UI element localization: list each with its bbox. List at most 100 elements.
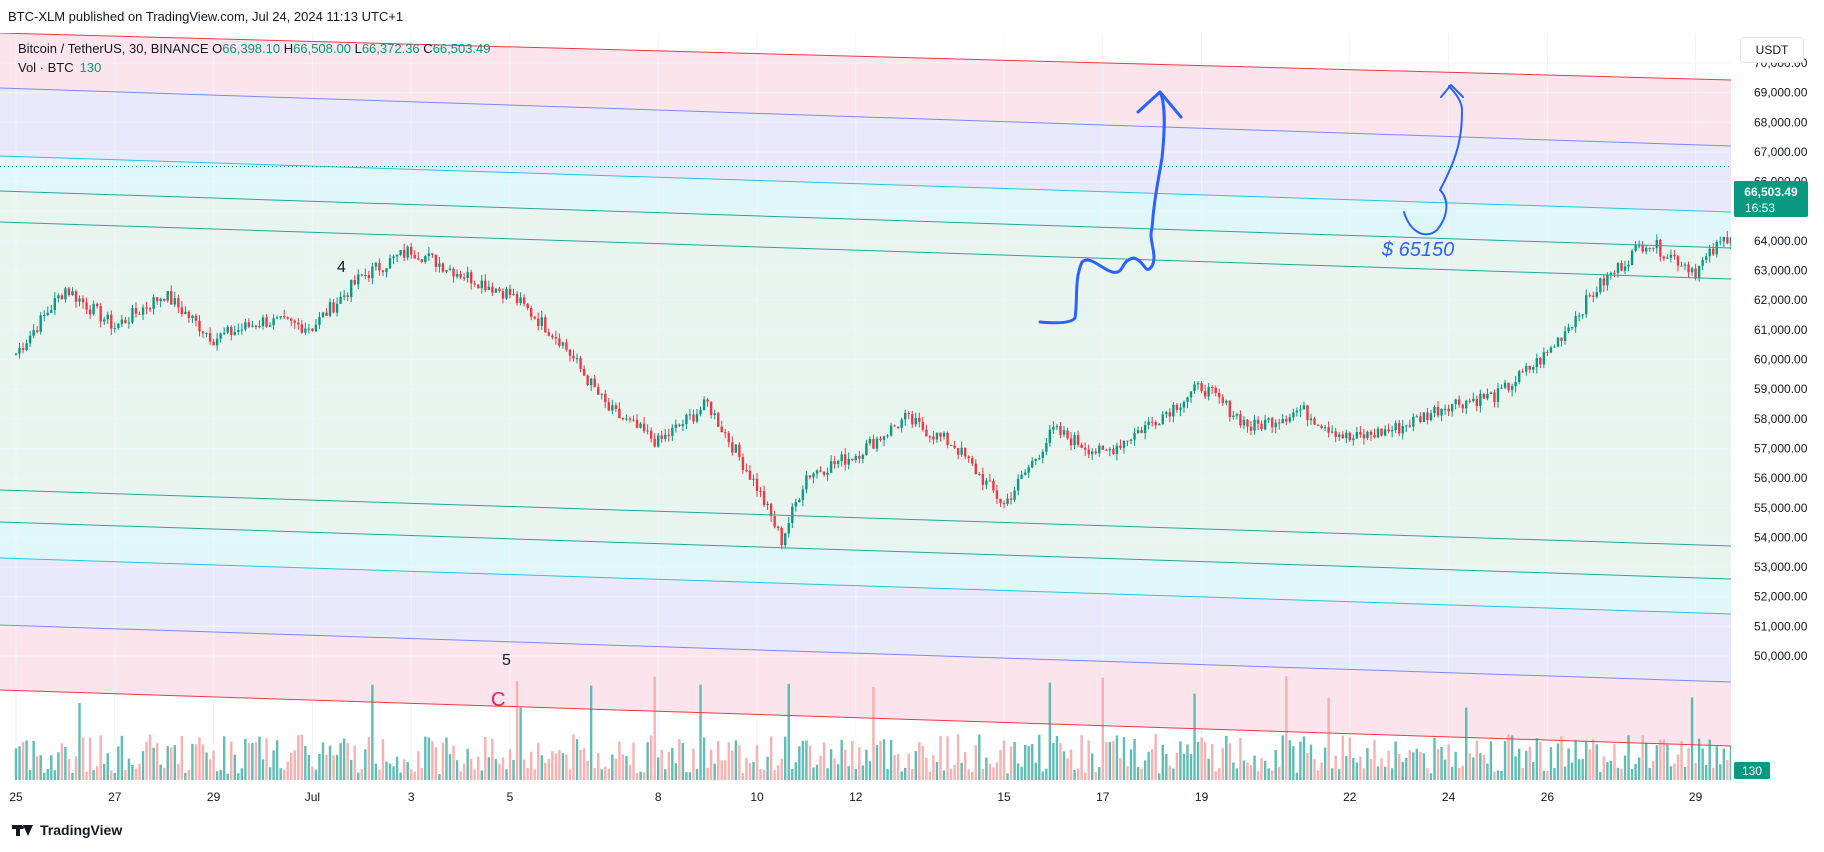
volume-bar — [985, 757, 988, 780]
volume-bar — [621, 754, 625, 780]
volume-bar — [1253, 755, 1256, 780]
volume-bar — [1680, 741, 1683, 780]
volume-bar — [1295, 772, 1299, 780]
volume-bar — [582, 748, 586, 780]
volume-bar — [64, 746, 67, 780]
volume-bar — [1091, 753, 1094, 780]
candle-body — [1108, 449, 1112, 451]
volume-bar — [282, 769, 286, 780]
volume-bar — [367, 736, 371, 780]
candle-body — [286, 317, 289, 319]
volume-bar — [1115, 735, 1119, 780]
candle-body — [1278, 422, 1281, 424]
candle-body — [1330, 431, 1334, 433]
candle-body — [491, 286, 494, 293]
candle-body — [469, 272, 473, 284]
candle-body — [1203, 391, 1207, 397]
volume-bar — [748, 763, 752, 780]
candle-body — [1599, 278, 1602, 293]
candle-body — [427, 253, 431, 257]
candle-body — [529, 308, 533, 317]
candle-body — [635, 420, 639, 428]
candle-body — [353, 280, 356, 285]
volume-bar — [191, 743, 194, 780]
time-axis[interactable]: 25 27 29 Jul 3 5 8 10 12 15 17 19 22 24 26 29 — [9, 790, 1702, 804]
volume-bar — [893, 755, 896, 780]
volume-bar — [1179, 741, 1182, 780]
volume-bar — [769, 736, 773, 780]
volume-bar — [1465, 707, 1468, 780]
candle-body — [85, 302, 88, 310]
candle-body — [1493, 392, 1496, 402]
candle-body — [438, 263, 441, 267]
price-tick-label: 67,000.00 — [1754, 145, 1808, 159]
volume-bar — [741, 773, 745, 780]
volume-bar — [1309, 744, 1313, 780]
candle-body — [1779, 229, 1781, 230]
wave-label-c: C — [491, 689, 505, 711]
tradingview-footer[interactable]: TradingView — [12, 822, 122, 838]
volume-bar — [1726, 759, 1729, 780]
candle-body — [734, 444, 738, 453]
candle-body — [35, 330, 39, 332]
volume-bar — [1069, 749, 1073, 780]
volume-bar — [1196, 741, 1200, 780]
candle-body — [452, 268, 455, 277]
target-price-annotation[interactable]: $ 65150 — [1381, 239, 1454, 261]
candle-body — [1027, 467, 1030, 473]
candle-body — [480, 280, 483, 289]
candle-body — [1048, 429, 1052, 444]
candle-body — [660, 435, 663, 439]
volume-label[interactable]: Vol · BTC — [18, 60, 74, 75]
candle-body — [1457, 399, 1461, 405]
last-price-badge — [1734, 181, 1808, 217]
volume-bar — [1500, 770, 1503, 780]
volume-bar — [1380, 758, 1383, 780]
volume-bar — [180, 735, 184, 780]
volume-bar — [674, 763, 678, 780]
volume-bar — [187, 769, 191, 780]
time-tick-label: 10 — [750, 790, 764, 804]
volume-bar — [812, 767, 815, 780]
drawn-path-arrow-2[interactable] — [1403, 85, 1464, 236]
channel-line — [0, 190, 1731, 249]
volume-bar — [39, 755, 42, 780]
candle-body — [1313, 418, 1316, 425]
volume-bar — [886, 768, 889, 780]
candle-body — [1443, 408, 1447, 410]
volume-bar — [1218, 768, 1221, 780]
volume-bar — [1235, 768, 1239, 780]
volume-bar — [106, 753, 109, 780]
symbol-name[interactable]: Bitcoin / TetherUS, 30, BINANCE — [18, 41, 209, 56]
candle-body — [328, 302, 332, 316]
candle-body — [995, 490, 999, 499]
user-drawings[interactable]: $ 65150 — [1038, 84, 1464, 325]
volume-bar — [1616, 767, 1620, 780]
volume-bar — [477, 756, 480, 780]
volume-bar — [1390, 768, 1394, 780]
volume-bar — [978, 734, 981, 780]
volume-bar — [484, 736, 487, 780]
volume-bar — [120, 735, 124, 780]
volume-bar — [1627, 735, 1630, 780]
volume-bar — [148, 734, 152, 780]
candle-body — [724, 432, 727, 434]
candle-body — [1715, 241, 1718, 255]
volume-bar — [60, 743, 64, 780]
volume-bar — [851, 740, 854, 780]
candle-body — [911, 414, 914, 425]
volume-bar — [759, 769, 762, 780]
price-axis[interactable]: 50,000.00 51,000.00 52,000.00 53,000.00 54,0… — [1754, 56, 1808, 663]
volume-bar — [233, 754, 236, 780]
volume-bar — [586, 760, 589, 780]
candle-body — [1091, 451, 1094, 455]
close-value: 66,503.49 — [432, 41, 491, 56]
volume-bar — [364, 749, 367, 780]
volume-bar — [1493, 771, 1496, 780]
currency-button[interactable]: USDT — [1740, 37, 1804, 63]
drawn-path-arrow-1[interactable] — [1038, 90, 1166, 325]
volume-bar — [452, 745, 455, 780]
volume-bar — [170, 747, 173, 780]
candle-body — [706, 399, 709, 402]
